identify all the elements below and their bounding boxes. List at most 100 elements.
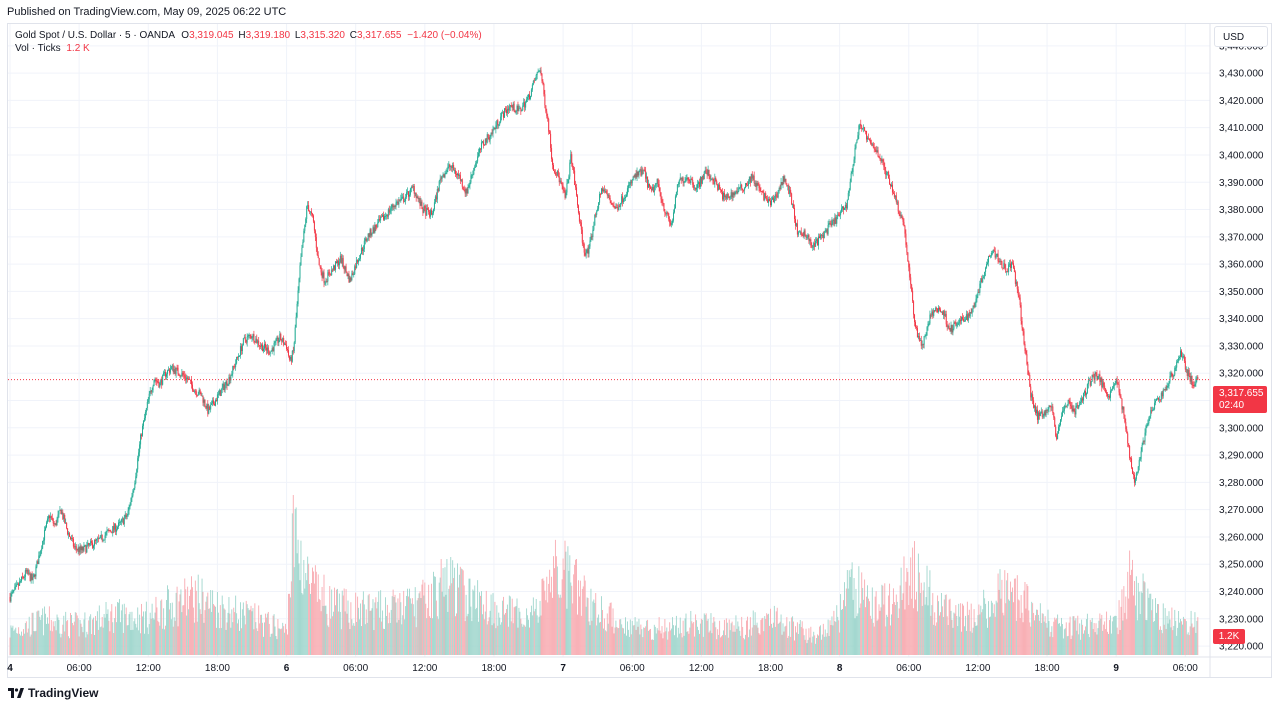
volume-bar — [553, 556, 554, 655]
volume-bar — [356, 621, 358, 655]
candle-body — [740, 184, 742, 188]
volume-bar — [721, 636, 722, 655]
candle-body — [97, 538, 99, 540]
volume-bar — [117, 602, 118, 655]
candle-body — [316, 247, 318, 256]
volume-bar — [884, 583, 886, 655]
candle-body — [927, 323, 929, 328]
volume-bar — [1094, 632, 1096, 655]
volume-bar — [405, 606, 407, 655]
volume-bar — [336, 588, 338, 655]
volume-bar — [390, 609, 392, 655]
volume-bar — [1143, 581, 1145, 655]
volume-bar — [167, 585, 168, 655]
volume-bar — [848, 570, 850, 655]
volume-bar — [988, 617, 990, 655]
candle-body — [345, 266, 347, 272]
volume-bar — [1176, 635, 1178, 655]
volume-bar — [1047, 609, 1049, 655]
volume-bar — [512, 623, 514, 655]
symbol-label[interactable]: Gold Spot / U.S. Dollar · 5 · OANDA — [15, 30, 175, 41]
candle-body — [353, 274, 355, 275]
currency-button[interactable]: USD — [1214, 26, 1268, 47]
volume-bar — [1177, 627, 1179, 655]
candle-body — [110, 531, 112, 532]
volume-bar — [927, 605, 929, 655]
volume-bar — [1072, 616, 1074, 655]
volume-bar — [658, 617, 660, 655]
candle-body — [118, 522, 120, 527]
volume-bar — [245, 600, 247, 655]
volume-bar — [1064, 628, 1066, 655]
candle-body — [504, 108, 506, 118]
candle-body — [489, 136, 491, 141]
volume-bar — [799, 619, 801, 655]
volume-bar — [822, 623, 824, 655]
volume-indicator-label[interactable]: Vol · Ticks — [15, 43, 61, 54]
candle-body — [500, 116, 502, 123]
candle-body — [480, 142, 482, 150]
volume-bar — [278, 628, 280, 655]
volume-bar — [35, 630, 37, 655]
volume-bar — [1024, 581, 1026, 655]
volume-bar — [961, 631, 963, 655]
volume-bar — [817, 634, 819, 655]
volume-bar — [613, 633, 615, 655]
volume-bar — [93, 617, 94, 655]
volume-bar — [550, 592, 552, 655]
candle-body — [375, 225, 377, 228]
volume-bar — [235, 595, 237, 655]
volume-bar — [646, 620, 648, 655]
candle-body — [313, 221, 315, 231]
volume-bar — [308, 563, 310, 655]
candle-body — [1027, 364, 1029, 375]
volume-bar — [1059, 623, 1060, 655]
volume-bar — [964, 615, 966, 655]
y-tick-label: 3,320.000 — [1219, 369, 1264, 380]
volume-bar — [606, 613, 608, 655]
candle-body — [1108, 396, 1110, 398]
volume-bar — [1187, 632, 1189, 655]
volume-bar — [785, 625, 787, 655]
candle-body — [393, 206, 395, 208]
candle-body — [1048, 406, 1050, 409]
volume-bar — [954, 613, 956, 655]
candle-body — [644, 169, 646, 171]
candle-body — [934, 310, 936, 312]
volume-bar — [924, 604, 926, 655]
tradingview-footer[interactable]: TradingView — [8, 686, 98, 700]
volume-bar — [149, 612, 151, 655]
volume-bar — [30, 634, 32, 655]
published-caption: Published on TradingView.com, May 09, 20… — [7, 6, 287, 18]
candle-body — [558, 176, 560, 183]
volume-bar — [629, 619, 631, 655]
volume-bar — [933, 624, 935, 655]
volume-bar — [834, 621, 836, 655]
candle-body — [600, 194, 602, 195]
candle-body — [648, 183, 650, 188]
volume-bar — [712, 622, 714, 655]
candle-body — [88, 542, 90, 546]
candle-body — [1022, 327, 1024, 332]
candle-body — [782, 176, 784, 185]
candle-body — [564, 190, 566, 198]
volume-bar — [28, 616, 30, 655]
volume-bar — [728, 619, 730, 655]
candle-body — [1086, 384, 1088, 393]
volume-bar — [295, 507, 297, 655]
candle-body — [231, 373, 233, 376]
volume-bar — [704, 614, 706, 655]
volume-bar — [673, 625, 674, 655]
volume-bar — [22, 635, 23, 655]
candle-body — [1016, 281, 1018, 290]
volume-bar — [793, 621, 794, 655]
volume-bar — [575, 559, 577, 655]
candle-body — [736, 191, 738, 194]
volume-bar — [1192, 627, 1194, 655]
volume-bar — [1189, 626, 1191, 655]
candle-body — [576, 187, 578, 196]
candle-body — [1146, 424, 1148, 427]
volume-bar — [348, 622, 350, 655]
volume-bar — [358, 607, 360, 655]
